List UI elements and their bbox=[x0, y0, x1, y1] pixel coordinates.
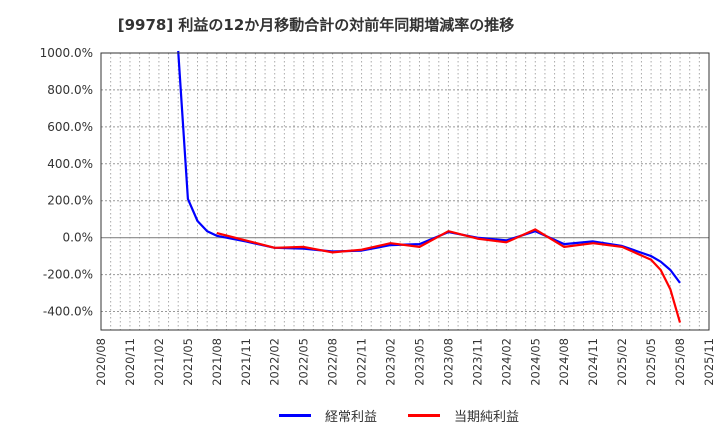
legend: 経常利益 当期純利益 bbox=[0, 406, 720, 426]
x-tick-label: 2022/11 bbox=[355, 338, 369, 386]
x-tick-label: 2024/11 bbox=[586, 338, 600, 386]
x-tick-label: 2022/08 bbox=[326, 338, 340, 386]
legend-item-net-income: 当期純利益 bbox=[408, 406, 519, 425]
legend-item-ordinary-profit: 経常利益 bbox=[279, 406, 377, 425]
x-tick-label: 2022/02 bbox=[268, 338, 282, 386]
y-tick-label: -400.0% bbox=[43, 305, 93, 319]
x-tick-label: 2023/05 bbox=[412, 338, 426, 386]
x-tick-label: 2021/02 bbox=[152, 338, 166, 386]
x-tick-label: 2021/05 bbox=[181, 338, 195, 386]
x-tick-label: 2020/11 bbox=[123, 338, 137, 386]
x-tick-label: 2025/02 bbox=[615, 338, 629, 386]
x-tick-label: 2023/02 bbox=[384, 338, 398, 386]
y-tick-label: 200.0% bbox=[47, 194, 93, 208]
x-tick-label: 2021/11 bbox=[239, 338, 253, 386]
x-tick-label: 2025/05 bbox=[644, 338, 658, 386]
y-tick-label: 1000.0% bbox=[40, 46, 93, 60]
series-line-net-income bbox=[216, 228, 682, 323]
series-line-ordinary-profit bbox=[177, 50, 681, 284]
x-tick-label: 2023/08 bbox=[441, 338, 455, 386]
x-axis-ticks: 2020/08 2020/11 2021/02 2021/05 2021/08 2021/… bbox=[94, 338, 716, 386]
y-tick-label: 600.0% bbox=[47, 120, 93, 134]
x-tick-label: 2025/08 bbox=[673, 338, 687, 386]
x-tick-label: 2024/05 bbox=[528, 338, 542, 386]
plot-frame bbox=[100, 52, 710, 331]
chart-title-text: [9978] 利益の12か月移動合計の対前年同期増減率の推移 bbox=[117, 16, 515, 34]
y-axis-ticks: 1000.0% 800.0% 600.0% 400.0% 200.0% 0.0% -200.… bbox=[40, 46, 93, 319]
grid-lines bbox=[101, 53, 709, 330]
legend-line-red-icon bbox=[408, 414, 440, 417]
x-tick-label: 2024/08 bbox=[557, 338, 571, 386]
y-tick-label: -200.0% bbox=[43, 268, 93, 282]
y-tick-label: 800.0% bbox=[47, 83, 93, 97]
legend-label: 経常利益 bbox=[325, 410, 378, 425]
legend-label: 当期純利益 bbox=[454, 410, 520, 425]
y-tick-label: 0.0% bbox=[63, 231, 94, 245]
data-series bbox=[177, 50, 682, 323]
y-tick-label: 400.0% bbox=[47, 157, 93, 171]
x-tick-label: 2022/05 bbox=[297, 338, 311, 386]
x-tick-label: 2020/08 bbox=[94, 338, 108, 386]
chart-title: [9978] 利益の12か月移動合計の対前年同期増減率の推移 bbox=[0, 14, 720, 35]
x-tick-label: 2025/11 bbox=[702, 338, 716, 386]
x-tick-label: 2021/08 bbox=[210, 338, 224, 386]
x-tick-label: 2023/11 bbox=[470, 338, 484, 386]
x-tick-label: 2024/02 bbox=[499, 338, 513, 386]
legend-line-blue-icon bbox=[279, 414, 311, 417]
